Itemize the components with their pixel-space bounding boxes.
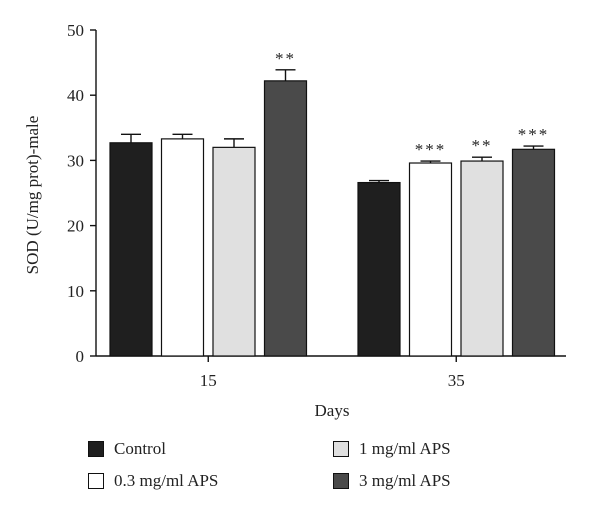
bar <box>460 160 504 357</box>
y-tick-label: 40 <box>67 86 84 105</box>
y-tick-label: 10 <box>67 282 84 301</box>
y-tick-label: 30 <box>67 151 84 170</box>
legend: Control 0.3 mg/ml APS 1 mg/ml APS 3 mg/m… <box>88 438 548 498</box>
y-tick-label: 20 <box>67 217 84 236</box>
significance-label: *** <box>415 140 447 159</box>
bars: ***** ***** <box>109 49 556 357</box>
bar <box>160 138 205 357</box>
legend-item-0-3mg: 0.3 mg/ml APS <box>88 470 218 492</box>
x-tick-label: 15 <box>200 371 217 390</box>
bar <box>511 148 556 357</box>
significance-label: *** <box>518 125 550 144</box>
legend-item-3mg: 3 mg/ml APS <box>333 470 451 492</box>
bar <box>357 181 401 357</box>
bar <box>263 80 308 357</box>
bar <box>109 142 153 357</box>
x-axis-label: Days <box>315 401 350 420</box>
legend-swatch-control <box>88 441 104 457</box>
legend-label-control: Control <box>114 439 166 458</box>
bar <box>408 162 453 357</box>
legend-swatch-3mg <box>333 473 349 489</box>
legend-item-control: Control <box>88 438 166 460</box>
y-tick-label: 0 <box>76 347 85 366</box>
bar <box>212 146 256 357</box>
significance-label: ** <box>472 136 493 155</box>
legend-label-1mg: 1 mg/ml APS <box>359 439 451 458</box>
legend-label-0-3mg: 0.3 mg/ml APS <box>114 471 219 490</box>
x-tick-label: 35 <box>448 371 465 390</box>
legend-swatch-0-3mg <box>88 473 104 489</box>
y-tick-label: 50 <box>67 21 84 40</box>
significance-label: ** <box>275 49 296 68</box>
y-axis-label: SOD (U/mg prot)-male <box>23 116 42 275</box>
legend-swatch-1mg <box>333 441 349 457</box>
legend-label-3mg: 3 mg/ml APS <box>359 471 451 490</box>
legend-item-1mg: 1 mg/ml APS <box>333 438 451 460</box>
